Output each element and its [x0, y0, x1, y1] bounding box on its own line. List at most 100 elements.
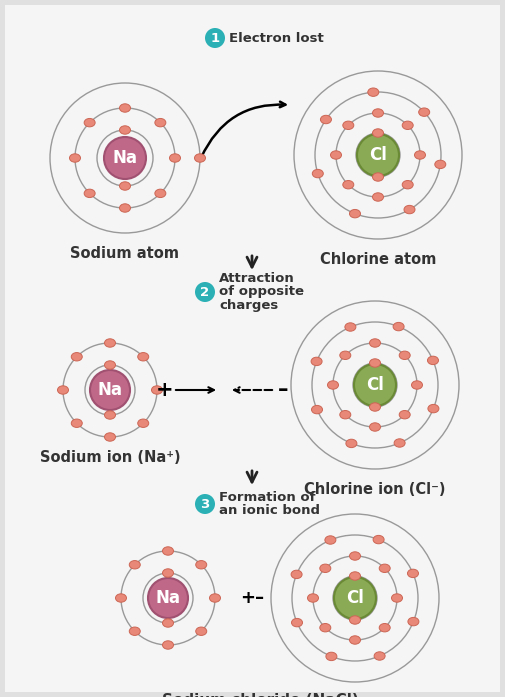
Ellipse shape: [320, 564, 331, 572]
Ellipse shape: [349, 636, 361, 644]
Ellipse shape: [129, 560, 140, 569]
Ellipse shape: [163, 547, 174, 556]
Text: 2: 2: [200, 286, 210, 298]
Text: an ionic bond: an ionic bond: [219, 504, 320, 517]
Circle shape: [334, 577, 376, 619]
Ellipse shape: [196, 627, 207, 636]
Ellipse shape: [155, 118, 166, 127]
Ellipse shape: [373, 109, 383, 117]
Ellipse shape: [120, 104, 130, 112]
Ellipse shape: [291, 570, 302, 579]
Circle shape: [104, 137, 146, 179]
Ellipse shape: [393, 323, 404, 331]
Ellipse shape: [343, 121, 354, 130]
Ellipse shape: [370, 403, 380, 411]
Ellipse shape: [368, 88, 379, 96]
Ellipse shape: [312, 169, 323, 178]
Text: Cl: Cl: [366, 376, 384, 394]
Ellipse shape: [349, 616, 361, 625]
Text: Sodium atom: Sodium atom: [71, 246, 179, 261]
Ellipse shape: [120, 182, 130, 190]
Ellipse shape: [194, 154, 206, 162]
Ellipse shape: [120, 125, 130, 135]
Ellipse shape: [170, 154, 180, 162]
Circle shape: [195, 282, 215, 302]
Ellipse shape: [71, 353, 82, 361]
Ellipse shape: [394, 439, 405, 447]
Ellipse shape: [58, 386, 69, 395]
Text: Chlorine ion (Cl⁻): Chlorine ion (Cl⁻): [304, 482, 446, 497]
Ellipse shape: [84, 189, 95, 197]
Ellipse shape: [163, 641, 174, 649]
Ellipse shape: [71, 419, 82, 427]
Ellipse shape: [379, 624, 390, 632]
Ellipse shape: [402, 181, 413, 189]
Text: Attraction: Attraction: [219, 273, 295, 286]
Ellipse shape: [312, 406, 323, 414]
Ellipse shape: [399, 351, 410, 360]
Ellipse shape: [155, 189, 166, 197]
Text: 3: 3: [200, 498, 210, 510]
Ellipse shape: [105, 411, 116, 419]
Ellipse shape: [321, 115, 331, 123]
Ellipse shape: [70, 154, 80, 162]
Ellipse shape: [291, 618, 302, 627]
Ellipse shape: [428, 356, 438, 365]
Ellipse shape: [373, 535, 384, 544]
Ellipse shape: [340, 411, 351, 419]
Ellipse shape: [328, 381, 338, 389]
Ellipse shape: [373, 173, 383, 181]
Ellipse shape: [370, 359, 380, 367]
Ellipse shape: [419, 108, 430, 116]
Ellipse shape: [340, 351, 351, 360]
Ellipse shape: [325, 536, 336, 544]
Ellipse shape: [105, 433, 116, 441]
Text: Na: Na: [113, 149, 137, 167]
Ellipse shape: [435, 160, 446, 169]
Text: Electron lost: Electron lost: [229, 31, 324, 45]
Ellipse shape: [374, 652, 385, 660]
Ellipse shape: [152, 386, 163, 395]
Text: Na: Na: [97, 381, 123, 399]
Ellipse shape: [379, 564, 390, 572]
Ellipse shape: [373, 129, 383, 137]
Ellipse shape: [105, 361, 116, 369]
Ellipse shape: [402, 121, 413, 130]
Circle shape: [354, 364, 396, 406]
Circle shape: [195, 494, 215, 514]
Ellipse shape: [138, 353, 149, 361]
Ellipse shape: [311, 357, 322, 366]
Ellipse shape: [163, 619, 174, 627]
Ellipse shape: [404, 206, 415, 214]
Ellipse shape: [349, 552, 361, 560]
Circle shape: [205, 28, 225, 48]
Text: Chlorine atom: Chlorine atom: [320, 252, 436, 267]
Ellipse shape: [120, 204, 130, 212]
Ellipse shape: [370, 339, 380, 347]
Ellipse shape: [163, 569, 174, 577]
Ellipse shape: [196, 560, 207, 569]
Text: +: +: [156, 380, 174, 400]
Text: –: –: [255, 589, 264, 607]
Text: Na: Na: [156, 589, 180, 607]
Text: Cl: Cl: [346, 589, 364, 607]
Ellipse shape: [330, 151, 341, 159]
Ellipse shape: [346, 439, 357, 447]
Ellipse shape: [84, 118, 95, 127]
Text: Cl: Cl: [369, 146, 387, 164]
Circle shape: [357, 134, 399, 176]
Ellipse shape: [428, 404, 439, 413]
Ellipse shape: [399, 411, 410, 419]
Ellipse shape: [343, 181, 354, 189]
Text: 1: 1: [211, 31, 220, 45]
Ellipse shape: [116, 594, 126, 602]
Ellipse shape: [412, 381, 423, 389]
Ellipse shape: [105, 339, 116, 347]
Ellipse shape: [210, 594, 221, 602]
Ellipse shape: [408, 618, 419, 626]
Text: Sodium chloride (NaCl): Sodium chloride (NaCl): [162, 693, 359, 697]
Ellipse shape: [370, 423, 380, 431]
Text: of opposite: of opposite: [219, 286, 304, 298]
Ellipse shape: [415, 151, 426, 159]
Text: –: –: [278, 380, 288, 400]
